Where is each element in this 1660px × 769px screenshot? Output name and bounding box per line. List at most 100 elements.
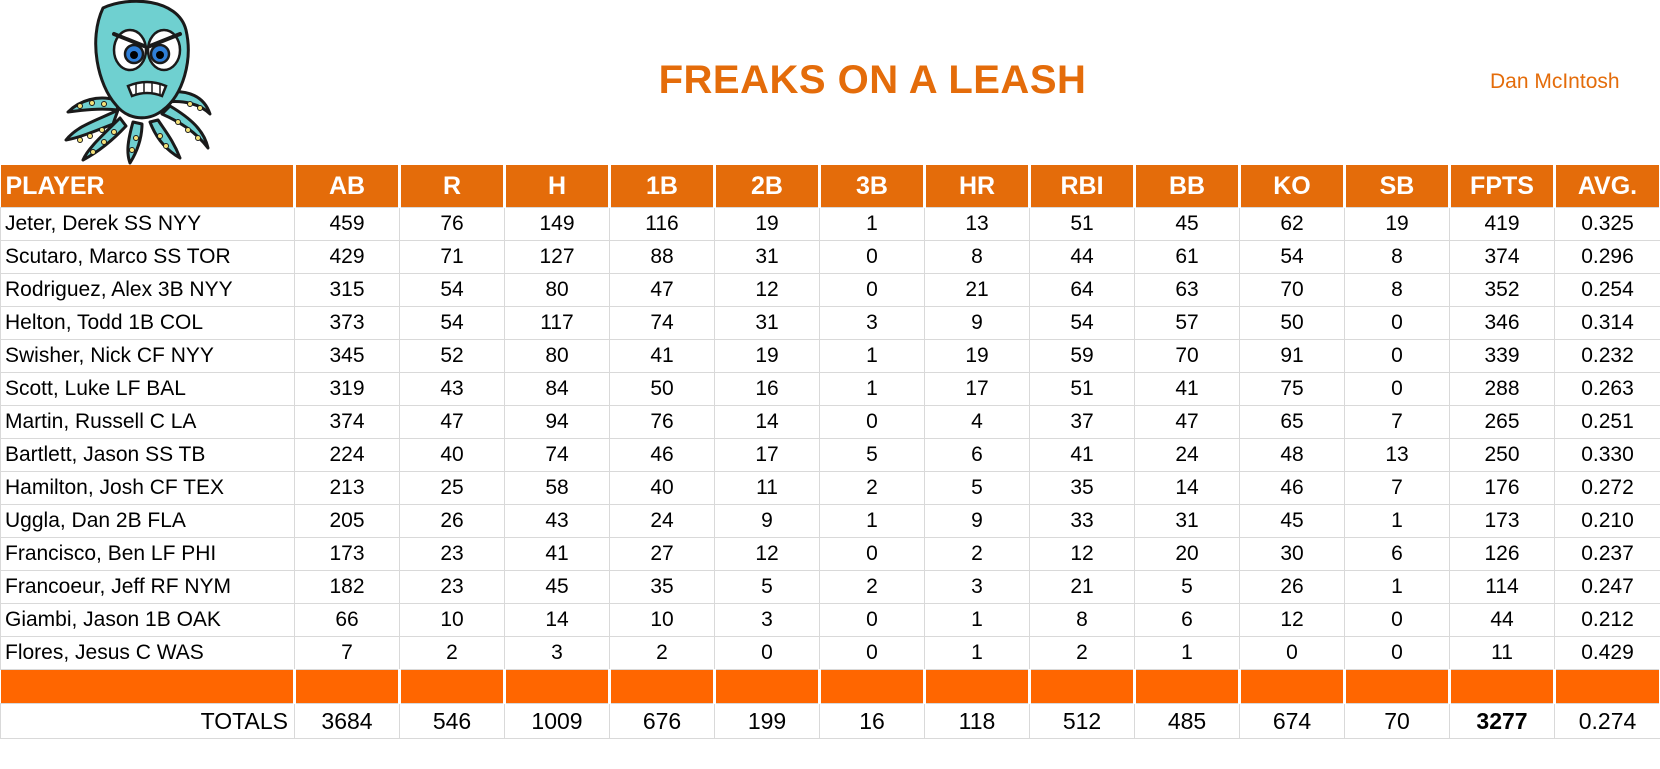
player-name-cell: Bartlett, Jason SS TB [0, 438, 295, 472]
totals-cell: 16 [819, 703, 925, 739]
stat-cell: 76 [609, 405, 715, 439]
player-name-cell: Francoeur, Jeff RF NYM [0, 570, 295, 604]
stat-cell: 429 [294, 240, 400, 274]
stat-cell: 35 [1029, 471, 1135, 505]
column-header: HR [924, 165, 1031, 208]
stat-cell: 6 [1134, 603, 1240, 637]
stat-cell: 2 [924, 537, 1030, 571]
stat-cell: 50 [609, 372, 715, 406]
team-logo [58, 0, 228, 165]
stat-cell: 5 [924, 471, 1030, 505]
stat-cell: 88 [609, 240, 715, 274]
stat-cell: 62 [1239, 207, 1345, 241]
stat-cell: 459 [294, 207, 400, 241]
stat-cell: 54 [1239, 240, 1345, 274]
stat-cell: 91 [1239, 339, 1345, 373]
stat-cell: 0.251 [1554, 405, 1660, 439]
totals-cell: 70 [1344, 703, 1450, 739]
stat-cell: 71 [399, 240, 505, 274]
stat-cell: 14 [504, 603, 610, 637]
stat-cell: 5 [714, 570, 820, 604]
stat-cell: 31 [714, 240, 820, 274]
column-header: 3B [819, 165, 926, 208]
stat-cell: 12 [714, 273, 820, 307]
stat-cell: 117 [504, 306, 610, 340]
stat-cell: 0 [819, 405, 925, 439]
stat-cell: 13 [1344, 438, 1450, 472]
stat-cell: 41 [504, 537, 610, 571]
stat-cell: 4 [924, 405, 1030, 439]
stat-cell: 0.232 [1554, 339, 1660, 373]
header-row: PLAYER AB R H 1B 2B 3B HR RBI BB KO SB F… [0, 165, 1660, 208]
stat-cell: 59 [1029, 339, 1135, 373]
stat-cell: 0.272 [1554, 471, 1660, 505]
player-name-cell: Rodriguez, Alex 3B NYY [0, 273, 295, 307]
player-name-cell: Hamilton, Josh CF TEX [0, 471, 295, 505]
stat-cell: 45 [1239, 504, 1345, 538]
player-rows: Jeter, Derek SS NYY 459 76 149 116 19 1 13 51 45 6… [0, 207, 1660, 670]
table-row: Bartlett, Jason SS TB 224 40 74 46 17 5 6 41 24 48… [0, 438, 1660, 472]
stat-cell: 26 [399, 504, 505, 538]
stat-cell: 23 [399, 537, 505, 571]
stat-cell: 45 [504, 570, 610, 604]
stat-cell: 43 [504, 504, 610, 538]
table-row: Giambi, Jason 1B OAK 66 10 14 10 3 0 1 8 6 12 0 44 0.… [0, 603, 1660, 637]
stat-cell: 419 [1449, 207, 1555, 241]
stat-cell: 9 [924, 306, 1030, 340]
stat-cell: 173 [1449, 504, 1555, 538]
stat-cell: 25 [399, 471, 505, 505]
stat-cell: 44 [1029, 240, 1135, 274]
column-header: R [399, 165, 506, 208]
stat-cell: 19 [714, 339, 820, 373]
stat-cell: 2 [609, 636, 715, 670]
stat-cell: 8 [1029, 603, 1135, 637]
stat-cell: 10 [399, 603, 505, 637]
stat-cell: 31 [1134, 504, 1240, 538]
stat-cell: 19 [1344, 207, 1450, 241]
table-row: Swisher, Nick CF NYY 345 52 80 41 19 1 19 59 70 91… [0, 339, 1660, 373]
stat-cell: 14 [714, 405, 820, 439]
stat-cell: 1 [1344, 504, 1450, 538]
stat-cell: 70 [1239, 273, 1345, 307]
stat-cell: 12 [714, 537, 820, 571]
column-header: BB [1134, 165, 1241, 208]
stat-cell: 21 [1029, 570, 1135, 604]
stat-cell: 0.263 [1554, 372, 1660, 406]
stat-cell: 44 [1449, 603, 1555, 637]
stat-cell: 315 [294, 273, 400, 307]
stat-cell: 0.210 [1554, 504, 1660, 538]
stat-cell: 80 [504, 339, 610, 373]
totals-cell: 1009 [504, 703, 610, 739]
stat-cell: 3 [504, 636, 610, 670]
stat-cell: 20 [1134, 537, 1240, 571]
stat-cell: 8 [1344, 240, 1450, 274]
stat-cell: 265 [1449, 405, 1555, 439]
stat-cell: 14 [1134, 471, 1240, 505]
stat-cell: 373 [294, 306, 400, 340]
stat-cell: 74 [609, 306, 715, 340]
stat-cell: 76 [399, 207, 505, 241]
stat-cell: 0.330 [1554, 438, 1660, 472]
stat-cell: 54 [1029, 306, 1135, 340]
stat-cell: 149 [504, 207, 610, 241]
totals-cell: 485 [1134, 703, 1240, 739]
stat-cell: 66 [294, 603, 400, 637]
totals-fpts: 3277 [1449, 703, 1555, 739]
stat-cell: 345 [294, 339, 400, 373]
stat-cell: 126 [1449, 537, 1555, 571]
stat-cell: 8 [1344, 273, 1450, 307]
player-name-cell: Helton, Todd 1B COL [0, 306, 295, 340]
stat-cell: 7 [294, 636, 400, 670]
stat-cell: 114 [1449, 570, 1555, 604]
column-header: SB [1344, 165, 1451, 208]
table-row: Hamilton, Josh CF TEX 213 25 58 40 11 2 5 35 14 46… [0, 471, 1660, 505]
stat-cell: 8 [924, 240, 1030, 274]
stat-cell: 7 [1344, 405, 1450, 439]
stat-cell: 0 [1344, 603, 1450, 637]
stat-cell: 9 [714, 504, 820, 538]
stat-cell: 26 [1239, 570, 1345, 604]
stat-cell: 0.237 [1554, 537, 1660, 571]
totals-cell: 0.274 [1554, 703, 1660, 739]
stat-cell: 0 [819, 240, 925, 274]
stat-cell: 45 [1134, 207, 1240, 241]
